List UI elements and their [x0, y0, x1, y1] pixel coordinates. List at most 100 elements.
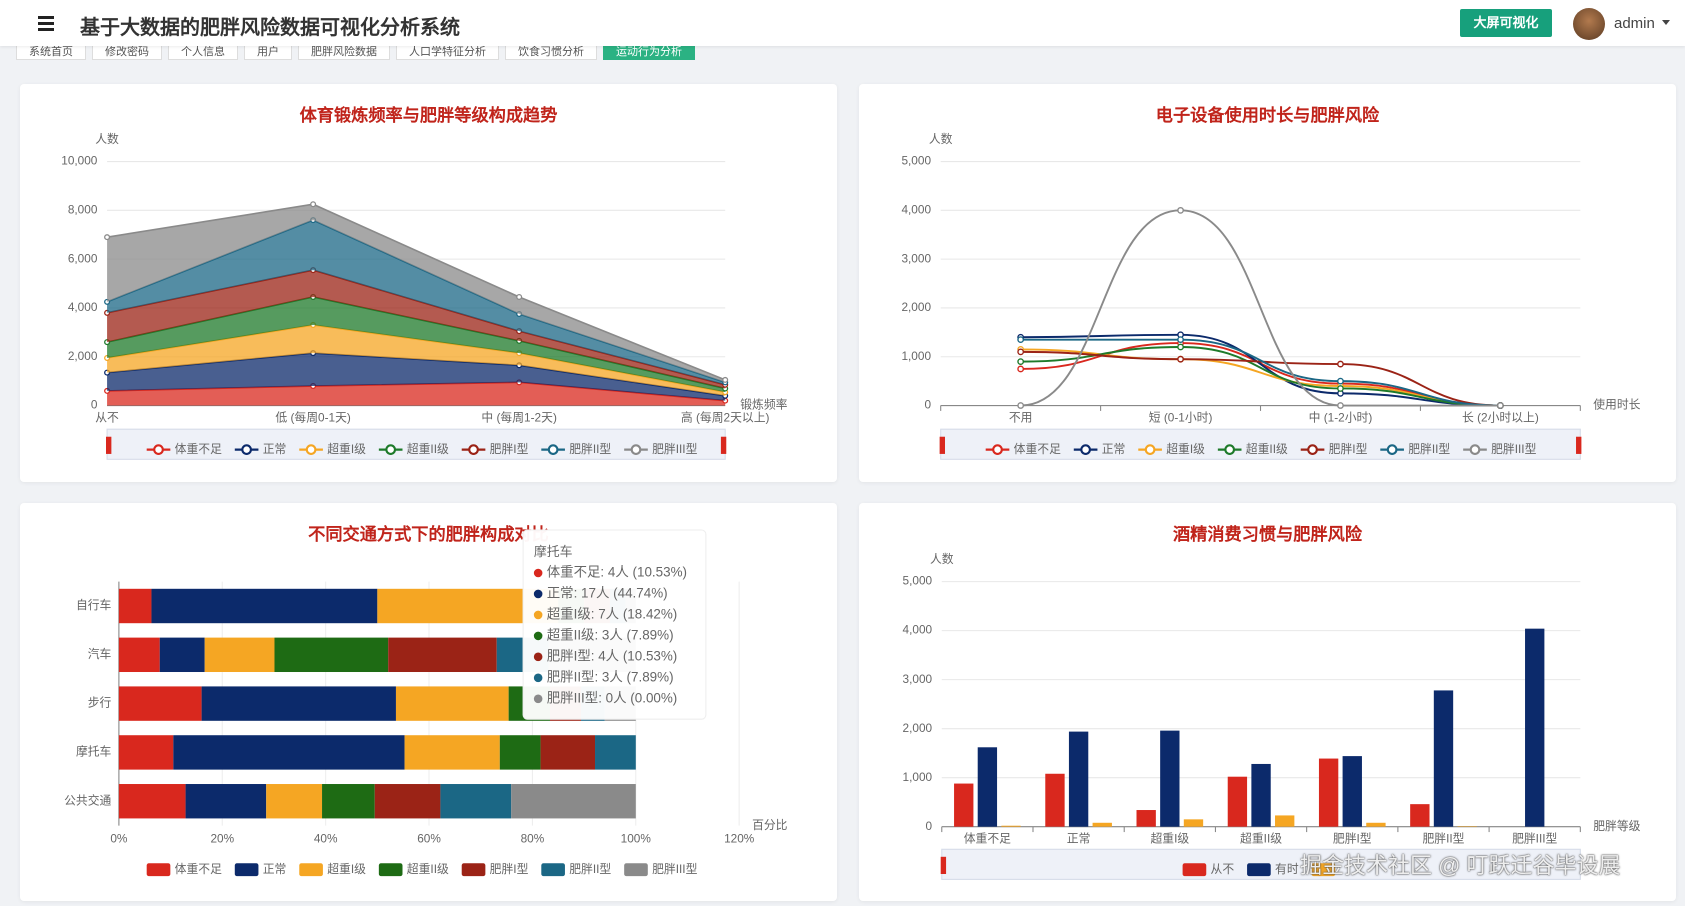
- bar: [1093, 823, 1112, 827]
- chart-title: 酒精消费习惯与肥胖风险: [1173, 524, 1363, 544]
- bar-segment: [500, 735, 541, 769]
- bar-segment: [440, 784, 511, 818]
- legend-label: 超重I级: [327, 862, 366, 876]
- legend-label: 肥胖III型: [1491, 442, 1536, 456]
- bar-segment: [119, 735, 173, 769]
- tooltip-dot: [534, 694, 543, 703]
- bar-segment: [119, 589, 152, 623]
- point: [1178, 356, 1183, 361]
- legend-label: 正常: [1102, 442, 1126, 456]
- point: [1018, 337, 1023, 342]
- x-axis-label: 使用时长: [1593, 398, 1640, 412]
- y-tick-label: 2,000: [68, 349, 98, 363]
- legend-label: 肥胖I型: [1329, 442, 1368, 456]
- zoom-handle[interactable]: [1576, 437, 1581, 454]
- point: [1338, 361, 1343, 366]
- zoom-handle[interactable]: [941, 857, 946, 874]
- bar: [1343, 756, 1362, 827]
- bar: [1410, 804, 1429, 827]
- legend-label: 肥胖III型: [652, 862, 697, 876]
- legend-label: 体重不足: [175, 442, 222, 456]
- menu-icon[interactable]: [38, 16, 54, 34]
- legend-label: 从不: [1211, 862, 1235, 876]
- tooltip-dot: [534, 590, 543, 599]
- point: [1018, 359, 1023, 364]
- bar: [954, 784, 973, 827]
- y-tick-label: 步行: [88, 696, 112, 710]
- screen-button[interactable]: 大屏可视化: [1460, 9, 1552, 37]
- x-tick-label: 0%: [110, 832, 128, 846]
- x-tick-label: 120%: [724, 832, 755, 846]
- bar: [1137, 810, 1156, 827]
- y-tick-label: 4,000: [68, 300, 98, 314]
- bar: [1160, 731, 1179, 827]
- legend-label: 超重I级: [327, 442, 366, 456]
- legend-icon: [386, 445, 395, 454]
- y-tick-label: 5,000: [901, 154, 931, 168]
- y-tick-label: 0: [926, 819, 933, 833]
- point: [1178, 337, 1183, 342]
- legend-label: 肥胖III型: [652, 442, 697, 456]
- legend-icon: [1146, 445, 1155, 454]
- bar-segment: [511, 784, 636, 818]
- y-tick-label: 5,000: [903, 574, 933, 588]
- tooltip-line: 体重不足: 4人 (10.53%): [547, 565, 687, 580]
- legend-label: 肥胖II型: [1408, 442, 1450, 456]
- legend-label: 有时: [1275, 862, 1299, 876]
- point: [1338, 403, 1343, 408]
- bar-segment: [119, 638, 160, 672]
- chart-title: 体育锻炼频率与肥胖等级构成趋势: [300, 105, 558, 125]
- x-axis-label: 锻炼频率: [740, 398, 787, 412]
- point: [311, 202, 316, 207]
- zoom-handle[interactable]: [721, 437, 726, 454]
- tooltip-line: 肥胖II型: 3人 (7.89%): [547, 669, 674, 684]
- zoom-handle[interactable]: [106, 437, 111, 454]
- y-tick-label: 3,000: [901, 251, 931, 265]
- x-tick-label: 100%: [621, 832, 652, 846]
- header: 基于大数据的肥胖风险数据可视化分析系统 大屏可视化 admin: [0, 0, 1685, 46]
- legend-icon: [235, 863, 259, 876]
- legend-label: 体重不足: [175, 862, 222, 876]
- x-tick-label: 肥胖III型: [1512, 832, 1557, 846]
- legend-icon: [469, 445, 478, 454]
- point: [517, 295, 522, 300]
- y-tick-label: 10,000: [61, 154, 98, 168]
- zoom-handle[interactable]: [940, 437, 945, 454]
- avatar[interactable]: [1573, 8, 1605, 40]
- legend-label: 超重II级: [407, 862, 449, 876]
- bar: [1001, 826, 1020, 827]
- x-tick-label: 长 (2小时以上): [1462, 411, 1539, 425]
- bar: [1045, 774, 1064, 827]
- legend-icon: [624, 863, 648, 876]
- y-axis-label: 人数: [95, 132, 119, 146]
- bar-segment: [173, 735, 404, 769]
- bar-segment: [405, 735, 500, 769]
- x-tick-label: 20%: [210, 832, 234, 846]
- x-tick-label: 80%: [521, 832, 545, 846]
- x-tick-label: 低 (每周0-1天): [275, 411, 351, 425]
- tooltip-line: 正常: 17人 (44.74%): [547, 586, 668, 601]
- bar: [1434, 690, 1453, 826]
- tooltip-dot: [534, 611, 543, 620]
- caret[interactable]: [1662, 20, 1670, 25]
- bar-segment: [160, 638, 205, 672]
- chart: 电子设备使用时长与肥胖风险 01,0002,0003,0004,0005,000…: [859, 84, 1676, 482]
- bar: [1184, 819, 1203, 826]
- y-tick-label: 1,000: [903, 770, 933, 784]
- point: [723, 378, 728, 383]
- user-name[interactable]: admin: [1614, 15, 1655, 32]
- legend-label: 肥胖II型: [569, 862, 611, 876]
- tooltip-line: 肥胖I型: 4人 (10.53%): [547, 648, 678, 663]
- y-tick-label: 公共交通: [64, 793, 111, 807]
- legend-icon: [632, 445, 641, 454]
- y-tick-label: 8,000: [68, 202, 98, 216]
- legend-icon: [379, 863, 403, 876]
- legend-icon: [1471, 445, 1480, 454]
- tooltip-line: 肥胖III型: 0人 (0.00%): [547, 690, 678, 705]
- legend-icon: [299, 863, 323, 876]
- legend-icon: [541, 863, 565, 876]
- x-tick-label: 超重II级: [1240, 832, 1282, 846]
- point: [1338, 378, 1343, 383]
